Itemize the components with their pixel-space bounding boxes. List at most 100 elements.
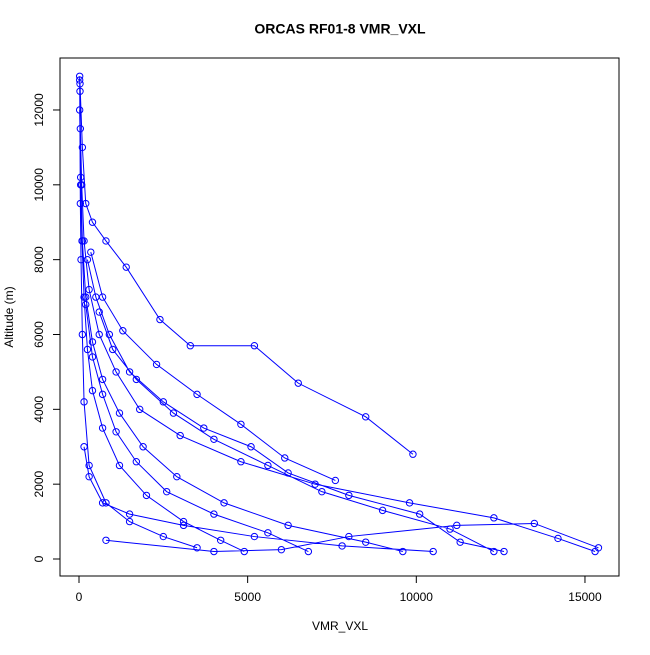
data-point [311, 480, 319, 488]
data-point [83, 345, 92, 354]
data-point [122, 263, 130, 271]
data-point [193, 390, 201, 399]
plot-frame [59, 57, 620, 577]
y-tick-label: 12000 [32, 93, 46, 127]
data-point [362, 413, 370, 421]
data-point [119, 327, 127, 335]
data-point [173, 472, 181, 481]
data-point [304, 547, 313, 556]
data-point [125, 368, 134, 376]
data-point [76, 80, 84, 88]
data-point [125, 517, 134, 526]
data-point [169, 409, 178, 417]
data-point [409, 450, 417, 458]
data-point [453, 521, 461, 530]
data-point [109, 345, 117, 354]
data-point [429, 547, 437, 556]
data-point [399, 547, 407, 556]
data-point [115, 409, 124, 417]
data-point [240, 547, 248, 556]
data-point [264, 529, 272, 537]
data-point [220, 499, 228, 507]
data-point [88, 353, 97, 361]
data-point [318, 487, 326, 496]
data-point [210, 510, 218, 518]
data-point [159, 532, 168, 541]
data-point [102, 499, 110, 507]
data-point [490, 514, 498, 522]
data-point [277, 545, 286, 554]
data-point [250, 342, 259, 350]
data-point [95, 308, 103, 316]
x-axis-label: VMR_VXL [312, 619, 368, 633]
data-point [98, 375, 107, 384]
data-point [75, 72, 84, 80]
data-point [284, 469, 292, 477]
x-tick-label: 5000 [234, 590, 261, 604]
y-tick-label: 4000 [32, 396, 46, 423]
data-point [125, 510, 134, 518]
data-point [237, 420, 245, 429]
data-point [331, 476, 340, 485]
data-point [82, 300, 90, 309]
data-point [78, 143, 87, 152]
data-point [210, 547, 218, 556]
data-point [98, 390, 107, 399]
data-point [456, 538, 464, 546]
data-point [345, 532, 353, 541]
y-tick-label: 8000 [32, 246, 46, 273]
chart-title: ORCAS RF01-8 VMR_VXL [254, 21, 426, 37]
data-point [152, 360, 161, 369]
data-point [250, 532, 259, 541]
data-point [176, 431, 184, 440]
data-point [237, 458, 245, 466]
profile-line [79, 76, 599, 553]
data-point [85, 285, 93, 294]
data-point [88, 218, 97, 226]
data-point [85, 461, 93, 470]
data-point [193, 544, 201, 552]
data-point [88, 338, 97, 346]
data-point [294, 379, 302, 387]
data-point [102, 237, 110, 245]
data-point [415, 510, 424, 518]
y-tick-label: 10000 [32, 168, 46, 202]
y-tick-label: 6000 [32, 321, 46, 348]
data-point [284, 521, 292, 530]
data-point [139, 443, 147, 451]
data-point [75, 106, 84, 114]
x-tick-label: 0 [76, 590, 83, 604]
data-point [82, 199, 90, 208]
data-point [247, 443, 255, 451]
data-point [162, 487, 171, 496]
data-point [446, 525, 454, 533]
data-point [76, 173, 85, 182]
data-point [156, 315, 164, 324]
data-point [490, 547, 498, 556]
data-point [115, 461, 124, 470]
data-point [136, 405, 144, 414]
data-point [95, 330, 103, 339]
data-point [80, 443, 88, 451]
y-tick-label: 0 [32, 555, 46, 562]
data-point [210, 435, 218, 443]
y-axis-label: Altitude (m) [2, 286, 16, 347]
data-point [159, 398, 168, 406]
data-point [77, 255, 85, 264]
data-point [80, 398, 88, 406]
data-point [405, 499, 414, 507]
data-point [102, 536, 110, 545]
data-point [85, 472, 93, 481]
data-point [338, 542, 346, 550]
data-point [142, 491, 151, 500]
data-point [87, 248, 95, 256]
data-point [112, 368, 120, 376]
x-tick-label: 15000 [568, 590, 602, 604]
data-point [378, 506, 387, 515]
y-tick-label: 2000 [32, 471, 46, 498]
data-point [345, 491, 353, 500]
data-point [132, 375, 141, 384]
data-point [78, 330, 87, 339]
data-point [76, 181, 85, 189]
data-point [112, 428, 120, 436]
